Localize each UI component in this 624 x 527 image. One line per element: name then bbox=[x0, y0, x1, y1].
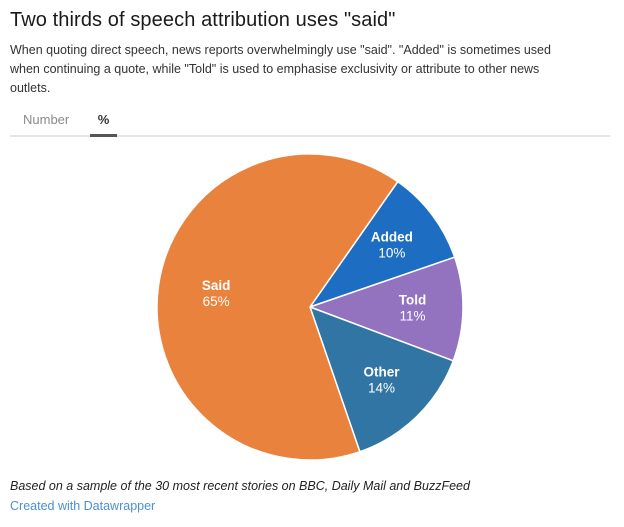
pie-label-said: Said bbox=[202, 278, 231, 293]
page-description: When quoting direct speech, news reports… bbox=[10, 43, 551, 95]
pie-slice-other[interactable] bbox=[309, 306, 454, 453]
pie-slice-said[interactable] bbox=[156, 153, 399, 461]
tab-number[interactable]: Number bbox=[23, 112, 70, 127]
pie-value-said: 65% bbox=[203, 294, 230, 309]
chart-footnote: Based on a sample of the 30 most recent … bbox=[10, 479, 470, 493]
pie-value-told: 11% bbox=[399, 308, 425, 323]
pie-slice-added[interactable] bbox=[309, 180, 456, 308]
tab-bar: Number % bbox=[10, 111, 610, 137]
pie-slice-told[interactable] bbox=[309, 256, 464, 362]
page-title: Two thirds of speech attribution uses "s… bbox=[10, 9, 396, 31]
datawrapper-attribution-link[interactable]: Created with Datawrapper bbox=[10, 499, 156, 513]
pie-value-added: 10% bbox=[378, 245, 405, 260]
pie-label-added: Added bbox=[371, 229, 413, 244]
tab-percent[interactable]: % bbox=[89, 112, 117, 137]
pie-label-other: Other bbox=[363, 365, 400, 380]
pie-label-told: Told bbox=[399, 292, 427, 307]
pie-value-other: 14% bbox=[368, 381, 395, 396]
